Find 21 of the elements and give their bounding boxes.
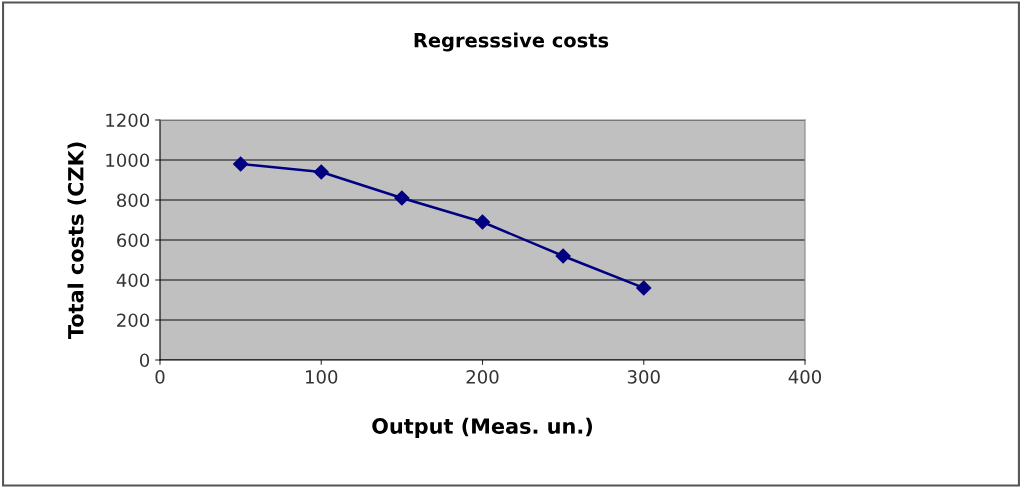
- point: [474, 214, 491, 230]
- x-tick-label: 300: [627, 370, 660, 384]
- y-tick-label: 400: [116, 273, 150, 288]
- x-tick-label: 400: [788, 370, 822, 384]
- y-tick-label: 800: [117, 193, 150, 208]
- x-axis-title: Output (Meas. un.): [372, 417, 592, 438]
- x-tick-label: 200: [466, 370, 499, 384]
- y-tick-label: 200: [117, 313, 150, 328]
- point: [233, 156, 249, 172]
- point: [636, 280, 652, 296]
- x-tick-label: 100: [306, 370, 338, 384]
- y-tick-label: 600: [117, 233, 150, 248]
- x-tick-label: 0: [155, 370, 165, 384]
- point: [394, 190, 410, 206]
- y-tick-label: 1000: [106, 153, 150, 168]
- y-tick-label: 1200: [106, 113, 150, 128]
- chart-title: Regresssive costs: [414, 32, 609, 52]
- point: [555, 248, 571, 264]
- point: [313, 164, 329, 180]
- y-axis-title: Total costs (CZK): [67, 142, 87, 340]
- y-tick-label: 0: [139, 353, 150, 368]
